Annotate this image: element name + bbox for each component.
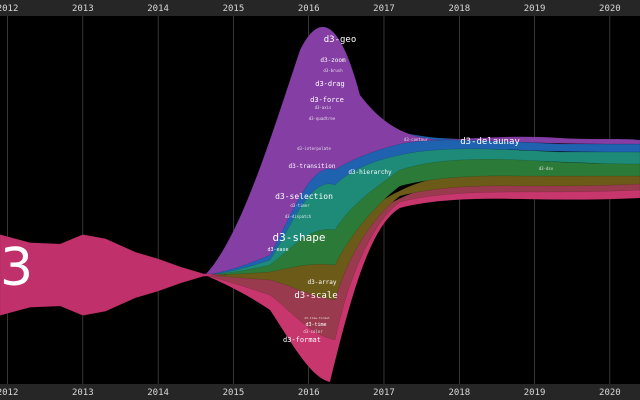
- grid-lines: [7, 16, 611, 384]
- top-tick-2020: 2020: [599, 4, 621, 14]
- label-d3-shape: d3-shape: [273, 231, 326, 244]
- label-d3-contour: d3-contour: [404, 137, 429, 142]
- bottom-tick-2017: 2017: [373, 388, 395, 398]
- label-d3-quadtree: d3-quadtree: [309, 116, 336, 121]
- label-d3-timer: d3-timer: [290, 203, 310, 208]
- label-d3-drag: d3-drag: [315, 80, 345, 88]
- label-d3-hierarchy: d3-hierarchy: [348, 169, 392, 176]
- bottom-tick-2018: 2018: [448, 388, 470, 398]
- label-d3-array: d3-array: [308, 279, 337, 286]
- top-tick-2019: 2019: [524, 4, 546, 14]
- top-tick-2018: 2018: [448, 4, 470, 14]
- top-tick-2013: 2013: [72, 4, 94, 14]
- label-d3-interpolate: d3-interpolate: [297, 146, 331, 151]
- bottom-axis: 2012 2013 2014 2015 2016 2017 2018 2019 2020: [0, 388, 621, 398]
- label-d3-time: d3-time: [305, 322, 326, 328]
- label-d3-dispatch: d3-dispatch: [285, 214, 312, 219]
- label-d3-brush: d3-brush: [323, 68, 343, 73]
- stream-layers: [0, 26, 640, 383]
- label-d3-format: d3-format: [283, 336, 321, 344]
- bottom-tick-2015: 2015: [223, 388, 245, 398]
- top-tick-2015: 2015: [223, 4, 245, 14]
- label-d3-force: d3-force: [310, 96, 344, 104]
- label-d3-time-format: d3-time-format: [304, 316, 329, 320]
- label-d3-dsv: d3-dsv: [539, 166, 554, 171]
- stream-labels: d3d3-geod3-zoomd3-brushd3-dragd3-forced3…: [0, 35, 554, 344]
- bottom-tick-2016: 2016: [298, 388, 320, 398]
- bottom-tick-2020: 2020: [599, 388, 621, 398]
- bottom-tick-2014: 2014: [147, 388, 169, 398]
- label-d3-color: d3-color: [303, 329, 323, 334]
- top-axis-band: [0, 0, 640, 16]
- bottom-tick-2012: 2012: [0, 388, 18, 398]
- label-d3-delaunay: d3-delaunay: [460, 137, 520, 147]
- top-tick-2016: 2016: [298, 4, 320, 14]
- bottom-axis-band: [0, 384, 640, 400]
- d3-geo-layer: [204, 26, 640, 276]
- bottom-tick-2013: 2013: [72, 388, 94, 398]
- label-d3-ease: d3-ease: [267, 247, 288, 253]
- top-tick-2017: 2017: [373, 4, 395, 14]
- d3-layer: [0, 234, 226, 316]
- top-axis: 2012 2013 2014 2015 2016 2017 2018 2019 2020: [0, 4, 621, 14]
- label-d3-scale: d3-scale: [294, 291, 337, 301]
- bottom-tick-2019: 2019: [524, 388, 546, 398]
- label-d3-zoom: d3-zoom: [320, 57, 346, 64]
- label-d3-axis: d3-axis: [315, 105, 332, 110]
- top-tick-2014: 2014: [147, 4, 169, 14]
- label-d3-selection: d3-selection: [275, 192, 333, 201]
- label-d3-geo: d3-geo: [324, 35, 357, 45]
- label-d3: d3: [0, 238, 33, 298]
- label-d3-transition: d3-transition: [289, 163, 336, 170]
- top-tick-2012: 2012: [0, 4, 18, 14]
